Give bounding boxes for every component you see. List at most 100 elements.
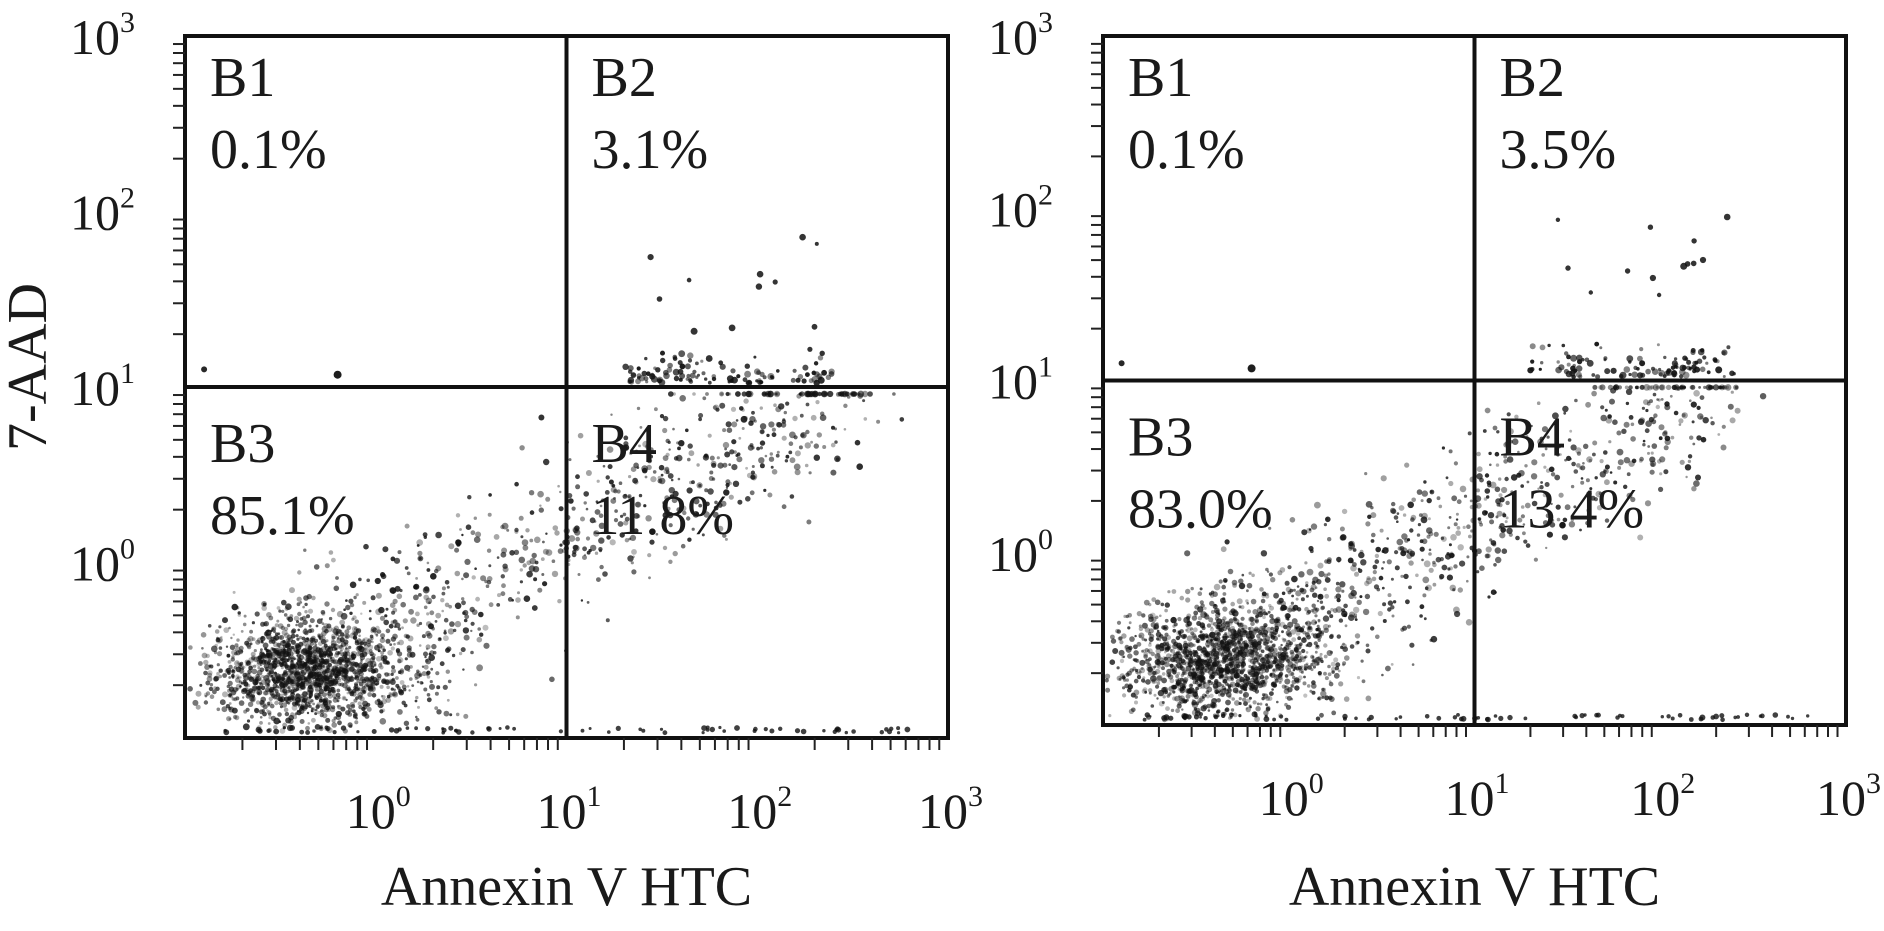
scatter-point <box>1264 625 1267 628</box>
scatter-point <box>749 490 755 496</box>
scatter-point <box>678 440 685 447</box>
scatter-point <box>303 595 309 601</box>
scatter-point <box>249 696 255 702</box>
scatter-point <box>1466 555 1470 559</box>
scatter-point <box>1612 419 1618 426</box>
scatter-point <box>325 717 331 723</box>
scatter-point <box>755 283 763 290</box>
scatter-point <box>415 695 419 700</box>
scatter-point <box>415 611 420 617</box>
scatter-point <box>827 390 834 398</box>
scatter-point <box>794 728 801 734</box>
scatter-point <box>711 462 717 468</box>
scatter-point <box>1691 238 1697 244</box>
scatter-point <box>233 697 238 702</box>
scatter-point <box>1660 398 1664 401</box>
scatter-point <box>228 717 232 721</box>
scatter-point <box>255 639 261 645</box>
scatter-point <box>362 600 367 605</box>
scatter-point <box>704 453 708 458</box>
scatter-point <box>1127 626 1131 630</box>
scatter-point <box>692 369 697 374</box>
scatter-point <box>228 693 232 697</box>
scatter-point <box>1411 497 1416 503</box>
scatter-point <box>326 653 331 658</box>
scatter-point <box>488 602 494 608</box>
scatter-point <box>1371 576 1377 582</box>
scatter-point <box>1647 224 1654 230</box>
scatter-point <box>425 726 431 732</box>
scatter-point <box>1420 516 1428 524</box>
scatter-point <box>650 476 657 483</box>
scatter-point <box>421 665 425 668</box>
scatter-point <box>675 454 683 462</box>
scatter-point <box>1319 712 1324 718</box>
scatter-point <box>673 375 680 382</box>
scatter-point <box>1630 422 1635 427</box>
scatter-point <box>1664 370 1670 377</box>
scatter-point <box>231 603 239 611</box>
scatter-point <box>441 591 446 596</box>
scatter-point <box>722 462 728 468</box>
scatter-point <box>311 666 317 672</box>
scatter-point <box>334 643 338 647</box>
scatter-point <box>1644 500 1652 507</box>
scatter-point <box>1336 556 1342 563</box>
scatter-point <box>1484 510 1488 515</box>
scatter-point <box>260 701 266 708</box>
scatter-point <box>282 726 286 730</box>
scatter-point <box>776 450 780 454</box>
scatter-point <box>1191 702 1199 709</box>
scatter-point <box>572 544 579 551</box>
scatter-point <box>1252 609 1258 615</box>
scatter-point <box>1133 678 1139 684</box>
scatter-point <box>342 696 346 700</box>
scatter-point <box>349 611 353 615</box>
scatter-point <box>719 391 725 397</box>
scatter-point <box>770 465 774 469</box>
scatter-point <box>897 731 901 735</box>
scatter-point <box>1201 626 1206 631</box>
scatter-point <box>1231 654 1234 658</box>
scatter-point <box>1220 546 1227 553</box>
scatter-point <box>392 633 398 640</box>
scatter-point <box>392 691 399 698</box>
scatter-point <box>813 361 819 366</box>
scatter-point <box>630 466 637 473</box>
scatter-point <box>281 680 287 687</box>
scatter-point <box>514 481 519 487</box>
scatter-point <box>1564 351 1569 356</box>
scatter-point <box>1197 606 1204 613</box>
scatter-point <box>1284 702 1288 707</box>
scatter-point <box>1185 693 1191 699</box>
scatter-point <box>551 570 559 578</box>
scatter-point <box>659 727 664 731</box>
scatter-point <box>1240 684 1248 692</box>
scatter-point <box>1314 650 1318 654</box>
scatter-point <box>523 595 531 602</box>
scatter-point <box>1489 481 1497 489</box>
scatter-point <box>396 593 403 600</box>
scatter-point <box>321 692 327 698</box>
scatter-point <box>1293 666 1297 670</box>
scatter-point <box>514 527 519 533</box>
scatter-point <box>356 730 360 734</box>
scatter-point <box>1374 553 1380 559</box>
scatter-point <box>519 568 523 572</box>
scatter-point <box>461 533 464 537</box>
scatter-point <box>223 728 227 733</box>
scatter-point <box>1699 395 1705 400</box>
scatter-point <box>339 637 345 643</box>
scatter-point <box>336 610 344 618</box>
scatter-point <box>1260 550 1268 557</box>
scatter-point <box>325 726 331 731</box>
scatter-point <box>1484 407 1491 414</box>
scatter-point <box>1274 656 1277 660</box>
scatter-point <box>303 672 307 675</box>
scatter-point <box>1651 443 1658 449</box>
scatter-point <box>316 682 322 688</box>
scatter-point <box>295 693 301 698</box>
scatter-point <box>276 651 282 657</box>
scatter-point <box>1258 637 1262 642</box>
scatter-point <box>756 270 764 278</box>
